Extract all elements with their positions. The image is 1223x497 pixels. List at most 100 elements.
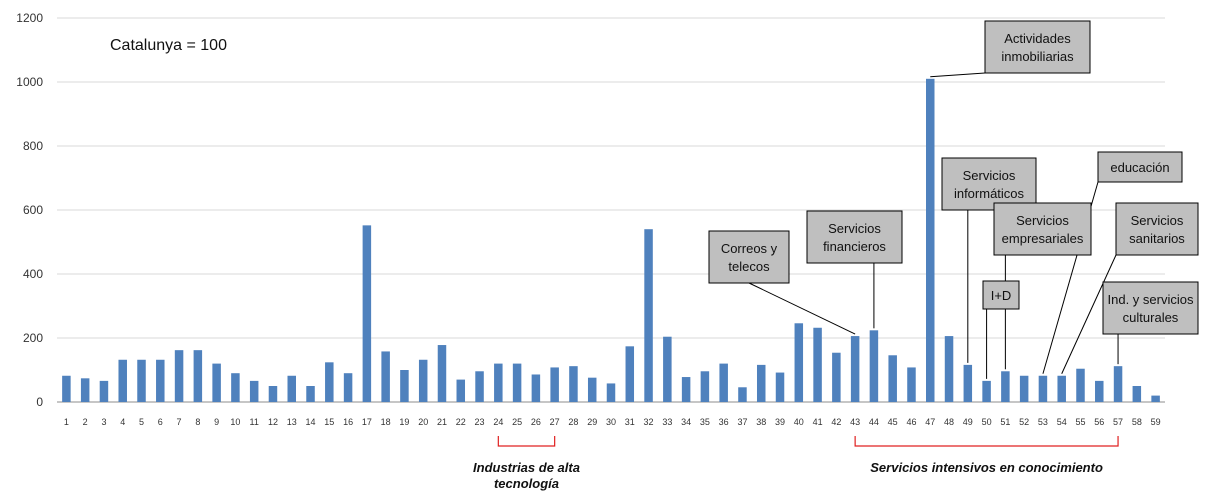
bar [850,336,860,402]
x-tick-label: 16 [343,417,353,427]
x-tick-label: 29 [587,417,597,427]
x-tick-label: 7 [177,417,182,427]
bar [1151,395,1160,402]
bar [907,367,916,402]
x-tick-label: 58 [1132,417,1142,427]
bar [249,380,259,402]
grid-lines [57,17,1165,403]
bar [456,379,466,402]
bar [80,378,90,402]
x-tick-label: 20 [418,417,428,427]
bar [719,363,728,402]
x-tick-label: 17 [362,417,372,427]
x-tick-label: 10 [230,417,240,427]
bar [174,350,184,402]
x-tick-label: 37 [737,417,747,427]
bars [62,78,1160,403]
x-tick-label: 24 [493,417,503,427]
bar [756,364,766,402]
x-tick-label: 38 [756,417,766,427]
bar [1001,371,1010,402]
callout-label: telecos [728,259,770,274]
bar [982,380,991,402]
x-tick-label: 12 [268,417,278,427]
callout-label: culturales [1123,310,1179,325]
x-tick-label: 43 [850,417,860,427]
x-tick-label: 13 [287,417,297,427]
group-label: tecnología [494,476,559,491]
bar [343,373,353,402]
bar [1038,375,1048,402]
bar [212,363,221,402]
x-tick-label: 25 [512,417,522,427]
x-tick-label: 35 [700,417,710,427]
x-tick-label: 15 [324,417,334,427]
bar [362,225,372,402]
bar [832,352,841,402]
x-tick-label: 3 [101,417,106,427]
x-tick-label: 48 [944,417,954,427]
y-tick-label: 600 [23,203,43,217]
x-tick-label: 8 [195,417,200,427]
bar [325,362,334,402]
x-tick-label: 55 [1075,417,1085,427]
bar [869,330,879,402]
bar [418,359,428,402]
bar [738,387,747,402]
x-tick-label: 6 [158,417,163,427]
callout-box [1102,281,1199,335]
callout-label: informáticos [954,186,1025,201]
x-tick-label: 52 [1019,417,1029,427]
bar [1132,386,1142,402]
bar [700,371,710,402]
callout-label: Servicios [828,221,881,236]
x-tick-label: 11 [250,417,259,427]
bar [1057,375,1066,402]
x-tick-label: 34 [681,417,691,427]
x-tick-label: 5 [139,417,144,427]
callout-box [941,157,1037,211]
x-axis-labels: 1 2 3 4 5 6 7 8 9 10 11 12 13 14 15 16 17 18 19 20 21 22 23 24 2… [64,417,1161,427]
x-tick-label: 28 [568,417,578,427]
callout-label: I+D [991,288,1012,303]
bar [475,371,484,402]
bar [306,386,315,402]
x-tick-label: 31 [625,417,635,427]
bar [137,359,146,402]
bar [156,359,165,402]
x-tick-label: 46 [906,417,916,427]
callout-label: Ind. y servicios [1108,292,1194,307]
bar [888,355,897,402]
group-label: Industrias de alta [473,460,580,475]
callout-label: Servicios [1131,213,1184,228]
bar [531,374,541,402]
callout-label: Actividades [1004,31,1071,46]
x-tick-label: 54 [1057,417,1067,427]
x-tick-label: 1 [64,417,69,427]
callout-box [984,20,1091,74]
y-tick-label: 0 [36,395,43,409]
bar [1113,366,1123,402]
callout-label: Servicios [1016,213,1069,228]
y-tick-label: 800 [23,139,43,153]
callout-label: financieros [823,239,886,254]
x-tick-label: 26 [531,417,541,427]
bar [587,377,597,402]
callout-label: Servicios [963,168,1016,183]
callout-leader [930,72,986,78]
bar [813,327,822,402]
bar [663,336,672,402]
y-tick-label: 400 [23,267,43,281]
bar [569,366,578,402]
x-tick-label: 33 [662,417,672,427]
bar [193,350,203,402]
group-bracket [854,436,1119,447]
bar [1095,380,1104,402]
x-tick-label: 41 [813,417,823,427]
x-tick-label: 32 [644,417,654,427]
bar [512,363,522,402]
x-tick-label: 2 [83,417,88,427]
callout-box [982,280,1020,310]
x-tick-label: 19 [399,417,409,427]
